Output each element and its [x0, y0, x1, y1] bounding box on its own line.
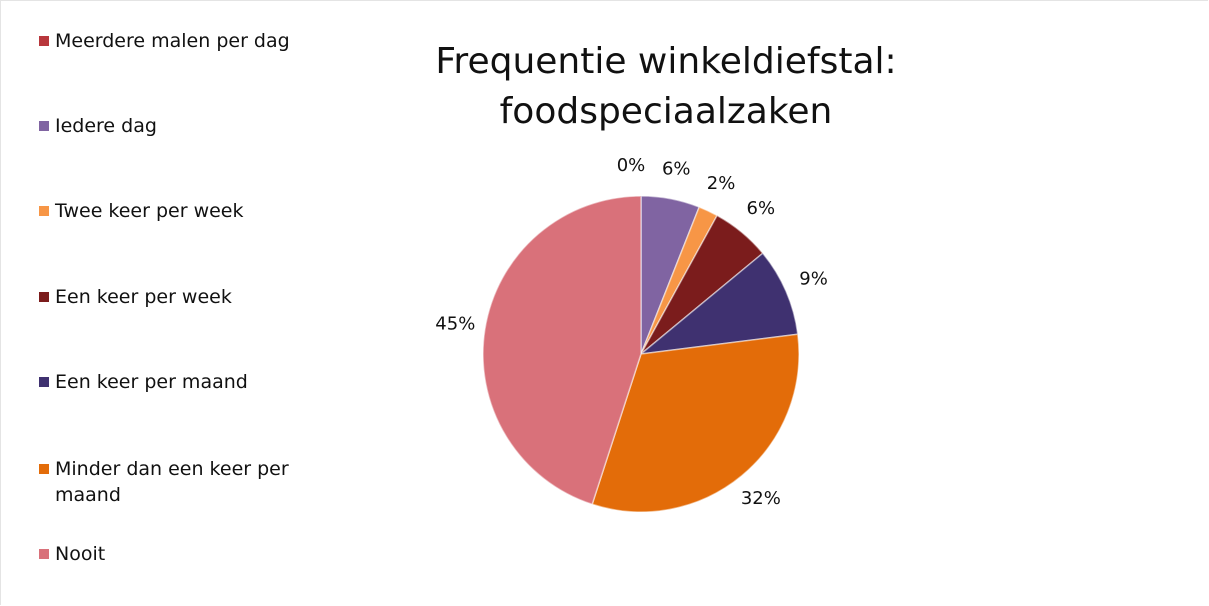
legend-label: Twee keer per week: [55, 200, 244, 222]
legend-swatch: [39, 206, 49, 216]
data-label: 2%: [707, 173, 736, 194]
legend-label: Een keer per week: [55, 286, 232, 308]
chart-title: Frequentie winkeldiefstal: foodspeciaalz…: [435, 41, 897, 132]
legend-swatch: [39, 464, 49, 474]
data-label: 6%: [747, 198, 776, 219]
data-label: 32%: [741, 488, 781, 509]
legend-item: Meerdere malen per dag: [39, 28, 339, 54]
pie-slice: [591, 333, 800, 513]
legend-item: Een keer per week: [39, 284, 339, 310]
legend-swatch: [39, 121, 49, 131]
data-label: 0%: [617, 155, 646, 176]
legend-label: Nooit: [55, 543, 106, 565]
data-label: 9%: [799, 268, 828, 289]
pie-slice: [638, 252, 799, 356]
legend-swatch: [39, 292, 49, 302]
legend-swatch: [39, 377, 49, 387]
pie-slice: [482, 195, 642, 506]
legend-label: Iedere dag: [55, 115, 157, 137]
legend-label: Meerdere malen per dag: [55, 30, 290, 52]
legend-label: Minder dan een keer per maand: [55, 458, 289, 506]
data-label: 45%: [435, 314, 475, 335]
legend-swatch: [39, 36, 49, 46]
legend-swatch: [39, 549, 49, 559]
legend-item: Minder dan een keer per maand: [39, 456, 339, 508]
legend-item: Nooit: [39, 541, 339, 567]
legend-item: Twee keer per week: [39, 198, 339, 224]
legend-label: Een keer per maand: [55, 371, 248, 393]
legend-item: Een keer per maand: [39, 369, 339, 395]
legend-item: Iedere dag: [39, 113, 339, 139]
data-label: 6%: [662, 158, 691, 179]
